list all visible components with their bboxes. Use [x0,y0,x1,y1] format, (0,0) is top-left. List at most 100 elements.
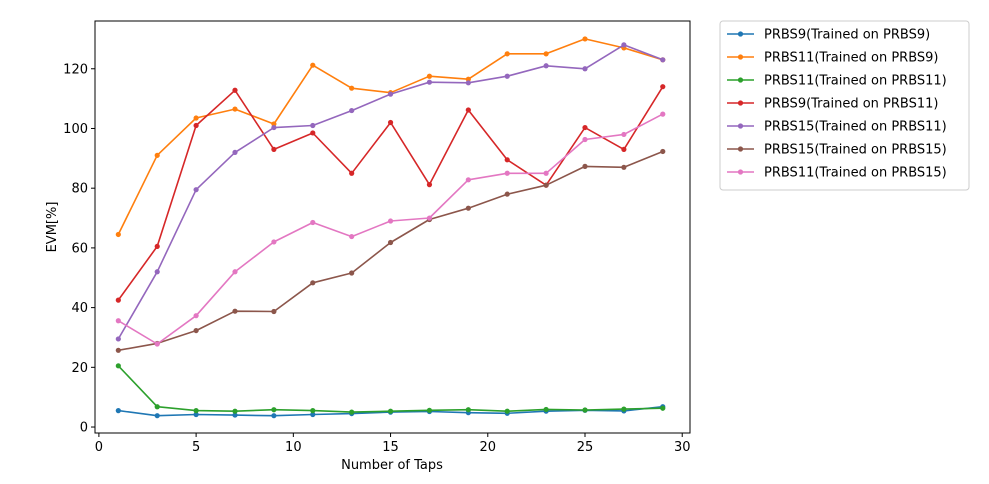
data-point [310,122,316,129]
data-point [543,406,549,413]
data-point [271,121,277,127]
x-tick-label: 15 [382,440,399,455]
data-point [465,76,471,82]
data-point [582,124,588,131]
data-point [387,119,394,126]
data-point [504,170,510,176]
data-point [232,87,238,93]
data-point [504,51,510,57]
data-point [271,146,277,152]
data-point [310,130,316,136]
data-point [232,408,238,414]
data-point [271,413,277,419]
data-point [349,409,355,415]
legend-label: PRBS11(Trained on PRBS9) [764,51,938,66]
series-line [117,365,663,413]
x-tick-label: 5 [192,440,200,455]
data-point [621,406,627,412]
data-point [154,413,160,419]
series-3 [115,363,666,415]
x-tick-label: 10 [285,440,302,455]
x-tick-label: 30 [674,440,691,455]
y-tick-label: 80 [71,182,88,197]
data-point [543,182,549,188]
data-point [504,408,510,414]
data-point [426,215,433,221]
data-point [387,239,394,246]
data-point [621,164,627,170]
y-tick-label: 120 [63,62,88,77]
data-point [543,51,549,57]
data-point [193,122,199,129]
legend-label: PRBS15(Trained on PRBS15) [764,143,947,158]
data-point [504,157,510,163]
x-axis-label: Number of Taps [341,458,443,473]
x-tick-label: 25 [577,440,594,455]
data-point [660,84,666,90]
data-point [582,136,588,143]
legend: PRBS9(Trained on PRBS9) PRBS11(Trained on… [719,20,970,191]
data-point [310,280,316,286]
data-point [349,85,355,91]
y-tick-label: 20 [71,361,88,376]
data-point [660,148,666,155]
data-point [660,111,666,117]
series-line [117,44,664,340]
data-point [582,407,588,413]
legend-marker [737,77,744,83]
data-point [426,73,433,79]
series-2 [115,36,666,238]
data-point [465,177,471,183]
legend-label: PRBS11(Trained on PRBS11) [764,74,947,89]
legend-marker [737,146,744,152]
data-point [115,347,121,353]
data-point [582,66,588,72]
data-point [193,187,199,193]
legend-marker [737,54,744,60]
data-point [310,411,316,418]
data-point [387,408,394,414]
legend-label: PRBS9(Trained on PRBS11) [764,97,938,112]
data-point [115,336,121,342]
data-point [271,239,277,245]
data-point [193,313,199,319]
data-point [504,73,510,79]
data-point [349,233,355,240]
data-point [154,269,160,275]
data-point [310,408,316,414]
legend-label: PRBS9(Trained on PRBS9) [764,28,930,43]
series-5 [115,42,666,342]
data-point [271,308,277,315]
data-point [193,408,199,414]
data-point [426,182,433,188]
y-tick-label: 60 [71,241,88,256]
data-point [232,106,238,112]
data-point [154,152,160,158]
data-point [154,341,160,347]
data-point [465,80,471,86]
x-axis: 0 5 10 15 20 25 30 [95,433,691,455]
data-point [115,408,121,414]
data-point [582,163,588,169]
x-tick-label: 0 [95,440,103,455]
data-point [349,170,355,176]
data-point [232,269,238,275]
data-point [426,407,433,413]
data-point [115,231,121,238]
legend-marker [737,100,744,106]
data-point [232,308,238,314]
data-point [504,191,510,197]
series-line [118,150,664,352]
data-point [543,170,549,176]
series-line [117,113,664,345]
data-point [387,91,394,97]
data-point [621,131,627,138]
legend-label: PRBS11(Trained on PRBS15) [764,166,947,181]
data-point [465,205,471,211]
data-point [310,62,316,68]
data-point [387,218,394,224]
data-point [465,407,471,413]
data-point [349,107,355,114]
